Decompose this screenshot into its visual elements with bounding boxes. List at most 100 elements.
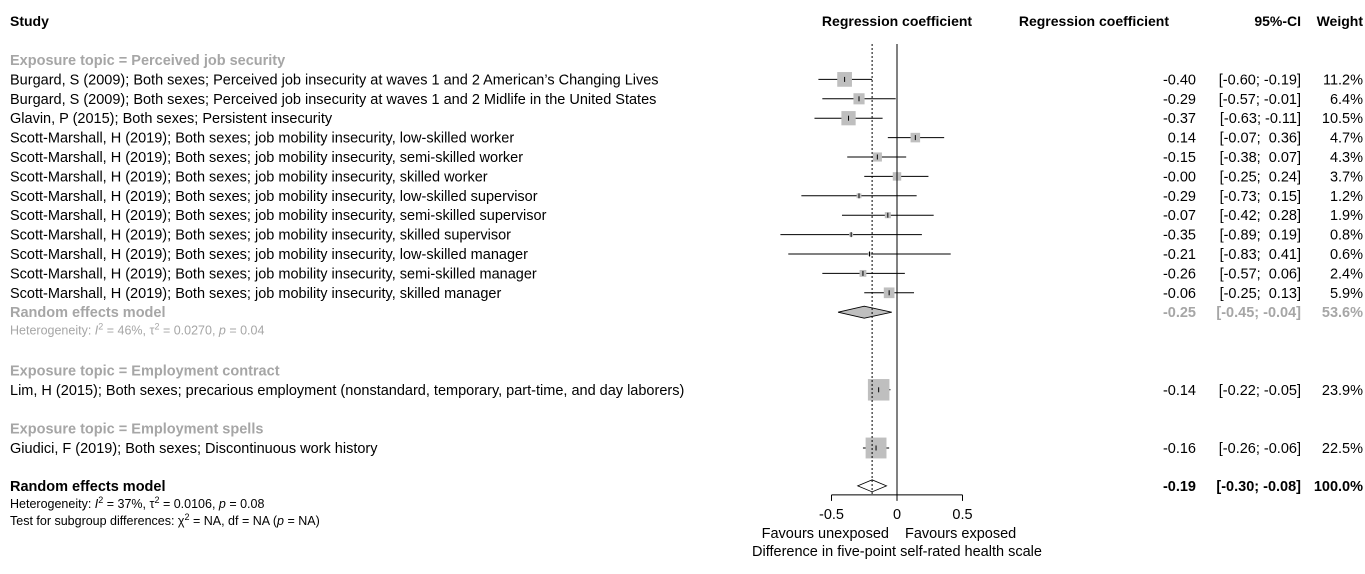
- axis-label-left: Favours unexposed: [762, 526, 889, 542]
- header-coefficient-column: Regression coefficient: [1019, 13, 1169, 29]
- study-label: Glavin, P (2015); Both sexes; Persistent…: [10, 111, 333, 127]
- subgroup-test: Test for subgroup differences: χ2 = NA, …: [10, 512, 320, 528]
- subgroup-title: Exposure topic = Employment spells: [10, 422, 263, 438]
- header-row: Study Regression coefficient Regression …: [10, 13, 1363, 29]
- heterogeneity-part: = NA, df = NA (: [190, 514, 278, 528]
- study-label: Burgard, S (2009); Both sexes; Perceived…: [10, 72, 659, 88]
- study-row: Lim, H (2015); Both sexes; precarious em…: [10, 379, 1363, 401]
- subgroup-title: Exposure topic = Perceived job security: [10, 53, 285, 69]
- heterogeneity-part: p: [276, 514, 284, 528]
- heterogeneity-part: τ: [150, 324, 155, 338]
- heterogeneity-part: 2: [98, 322, 103, 332]
- heterogeneity-part: 2: [98, 495, 103, 505]
- estimate-value: -0.00: [1163, 169, 1196, 185]
- study-row: Scott-Marshall, H (2019); Both sexes; jo…: [10, 266, 1363, 282]
- estimate-value: -0.37: [1163, 111, 1196, 127]
- weight-value: 1.9%: [1330, 208, 1363, 224]
- study-label: Scott-Marshall, H (2019); Both sexes; jo…: [10, 150, 523, 166]
- heterogeneity-part: I: [95, 497, 99, 511]
- x-axis-title: Difference in five-point self-rated heal…: [752, 544, 1042, 560]
- heterogeneity-part: τ: [150, 497, 155, 511]
- overall-summary: Random effects model -0.19 [-0.30; -0.08] 1…: [10, 479, 1363, 528]
- ci-value: [-0.42; 0.28]: [1220, 208, 1301, 224]
- heterogeneity-part: p: [218, 324, 226, 338]
- estimate-value: -0.16: [1163, 441, 1196, 457]
- estimate-value: -0.06: [1163, 286, 1196, 302]
- weight-value: 10.5%: [1322, 111, 1363, 127]
- heterogeneity-part: p: [218, 497, 226, 511]
- ci-value: [-0.60; -0.19]: [1219, 72, 1301, 88]
- subgroup: Exposure topic = Employment contract Lim,…: [10, 363, 1363, 401]
- study-row: Scott-Marshall, H (2019); Both sexes; jo…: [10, 169, 1363, 185]
- heterogeneity-part: I: [95, 324, 99, 338]
- heterogeneity-part: Heterogeneity:: [10, 324, 95, 338]
- header-ci-column: 95%-CI: [1254, 13, 1301, 29]
- heterogeneity-part: = 0.04: [226, 324, 265, 338]
- estimate-value: -0.29: [1163, 189, 1196, 205]
- study-label: Scott-Marshall, H (2019); Both sexes; jo…: [10, 208, 547, 224]
- ci-value: [-0.25; 0.13]: [1220, 286, 1301, 302]
- ci-value: [-0.57; -0.01]: [1219, 92, 1301, 108]
- weight-value: 23.9%: [1322, 383, 1363, 399]
- header-study: Study: [10, 13, 49, 29]
- study-label: Scott-Marshall, H (2019); Both sexes; jo…: [10, 189, 538, 205]
- subgroup: Exposure topic = Employment spells Giudic…: [10, 422, 1363, 459]
- weight-value: 5.9%: [1330, 286, 1363, 302]
- study-label: Scott-Marshall, H (2019); Both sexes; jo…: [10, 228, 511, 244]
- ci-value: [-0.38; 0.07]: [1220, 150, 1301, 166]
- ci-value: [-0.26; -0.06]: [1219, 441, 1301, 457]
- heterogeneity-part: = 0.0106,: [159, 497, 218, 511]
- study-row: Scott-Marshall, H (2019); Both sexes; jo…: [10, 189, 1363, 205]
- axis-label-right: Favours exposed: [905, 526, 1016, 542]
- weight-value: 6.4%: [1330, 92, 1363, 108]
- study-label: Scott-Marshall, H (2019); Both sexes; jo…: [10, 286, 501, 302]
- study-row: Scott-Marshall, H (2019); Both sexes; jo…: [10, 208, 1363, 224]
- ci-value: [-0.25; 0.24]: [1220, 169, 1301, 185]
- heterogeneity-part: = 46%,: [103, 324, 149, 338]
- forest-rows: Exposure topic = Perceived job security B…: [10, 53, 1363, 528]
- weight-value: 4.3%: [1330, 150, 1363, 166]
- header-weight-column: Weight: [1317, 13, 1364, 29]
- study-row: Scott-Marshall, H (2019); Both sexes; jo…: [10, 247, 1363, 263]
- heterogeneity-part: = NA): [284, 514, 320, 528]
- ci-value: [-0.07; 0.36]: [1220, 131, 1301, 147]
- weight-value: 11.2%: [1323, 72, 1363, 88]
- study-row: Scott-Marshall, H (2019); Both sexes; jo…: [10, 228, 1363, 244]
- estimate-value: -0.14: [1163, 383, 1196, 399]
- study-row: Glavin, P (2015); Both sexes; Persistent…: [10, 111, 1363, 127]
- weight-value: 1.2%: [1330, 189, 1363, 205]
- estimate-value: -0.35: [1163, 228, 1196, 244]
- study-label: Lim, H (2015); Both sexes; precarious em…: [10, 383, 684, 399]
- subgroup-summary-diamond: [837, 305, 892, 319]
- heterogeneity-part: = 0.08: [226, 497, 265, 511]
- overall-weight: 100.0%: [1314, 479, 1363, 495]
- x-tick-label: 0: [893, 507, 901, 523]
- heterogeneity-part: 2: [184, 512, 189, 522]
- ci-value: [-0.73; 0.15]: [1220, 189, 1301, 205]
- heterogeneity-part: = 0.0270,: [159, 324, 218, 338]
- subgroup-title: Exposure topic = Employment contract: [10, 363, 280, 379]
- study-label: Burgard, S (2009); Both sexes; Perceived…: [10, 92, 656, 108]
- header-plot-column: Regression coefficient: [822, 13, 972, 29]
- ci-value: [-0.22; -0.05]: [1219, 383, 1301, 399]
- overall-ci: [-0.30; -0.08]: [1216, 479, 1301, 495]
- x-axis: -0.5 0 0.5 Favours unexposed Favours exposed…: [752, 44, 1042, 560]
- weight-value: 0.6%: [1330, 247, 1363, 263]
- study-row: Scott-Marshall, H (2019); Both sexes; jo…: [10, 131, 1363, 147]
- overall-heterogeneity: Heterogeneity: I2 = 37%, τ2 = 0.0106, p …: [10, 495, 264, 511]
- study-row: Burgard, S (2009); Both sexes; Perceived…: [10, 72, 1363, 88]
- ci-value: [-0.63; -0.11]: [1220, 111, 1301, 127]
- estimate-value: -0.40: [1163, 72, 1196, 88]
- heterogeneity-part: Heterogeneity:: [10, 497, 95, 511]
- study-row: Giudici, F (2019); Both sexes; Discontin…: [10, 437, 1363, 459]
- estimate-value: -0.29: [1163, 92, 1196, 108]
- x-tick-label: 0.5: [952, 507, 972, 523]
- study-label: Scott-Marshall, H (2019); Both sexes; jo…: [10, 131, 514, 147]
- heterogeneity-part: χ: [178, 514, 185, 528]
- subgroup-heterogeneity: Heterogeneity: I2 = 46%, τ2 = 0.0270, p …: [10, 322, 264, 338]
- estimate-value: 0.14: [1168, 131, 1196, 147]
- heterogeneity-part: = 37%,: [103, 497, 149, 511]
- heterogeneity-part: 2: [154, 495, 159, 505]
- overall-label: Random effects model: [10, 479, 166, 495]
